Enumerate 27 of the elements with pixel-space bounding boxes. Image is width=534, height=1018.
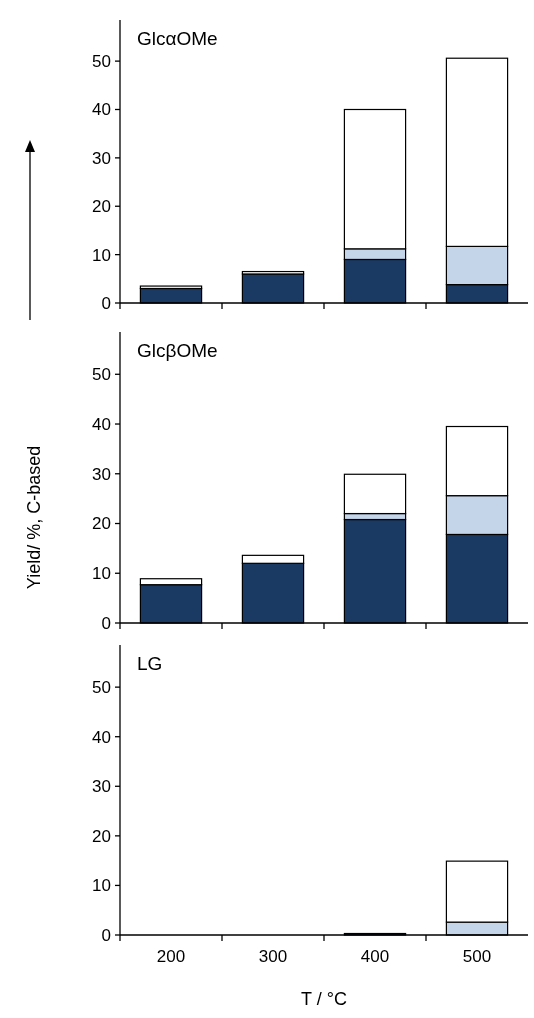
y-tick-label: 50 — [92, 365, 111, 385]
x-axis-title: T / °C — [301, 989, 347, 1009]
y-tick-label: 0 — [101, 293, 111, 313]
chart-title: LG — [137, 653, 163, 674]
y-tick-label: 20 — [92, 197, 111, 217]
y-tick-label: 20 — [92, 826, 111, 846]
y-axis-title: Yield/ %, C-based — [24, 445, 44, 590]
y-tick-label: 20 — [92, 514, 111, 534]
x-tick-label: 500 — [462, 947, 492, 966]
y-tick-label: 30 — [92, 148, 111, 168]
y-tick-label: 30 — [92, 464, 111, 484]
y-tick-label: 30 — [92, 777, 111, 797]
chart-title: GlcβOMe — [137, 340, 218, 361]
chart-title: GlcαOMe — [137, 28, 218, 49]
x-tick-label: 200 — [156, 947, 186, 966]
y-tick-label: 10 — [92, 245, 111, 265]
y-tick-label: 40 — [92, 100, 111, 120]
x-tick-label: 400 — [360, 947, 390, 966]
y-tick-label: 50 — [92, 678, 111, 698]
y-tick-label: 10 — [92, 564, 111, 584]
y-tick-label: 40 — [92, 414, 111, 434]
y-tick-label: 50 — [92, 52, 111, 72]
y-tick-label: 40 — [92, 727, 111, 747]
y-tick-label: 0 — [101, 613, 111, 633]
y-tick-label: 0 — [101, 925, 111, 945]
y-tick-label: 10 — [92, 876, 111, 896]
x-tick-label: 300 — [258, 947, 288, 966]
